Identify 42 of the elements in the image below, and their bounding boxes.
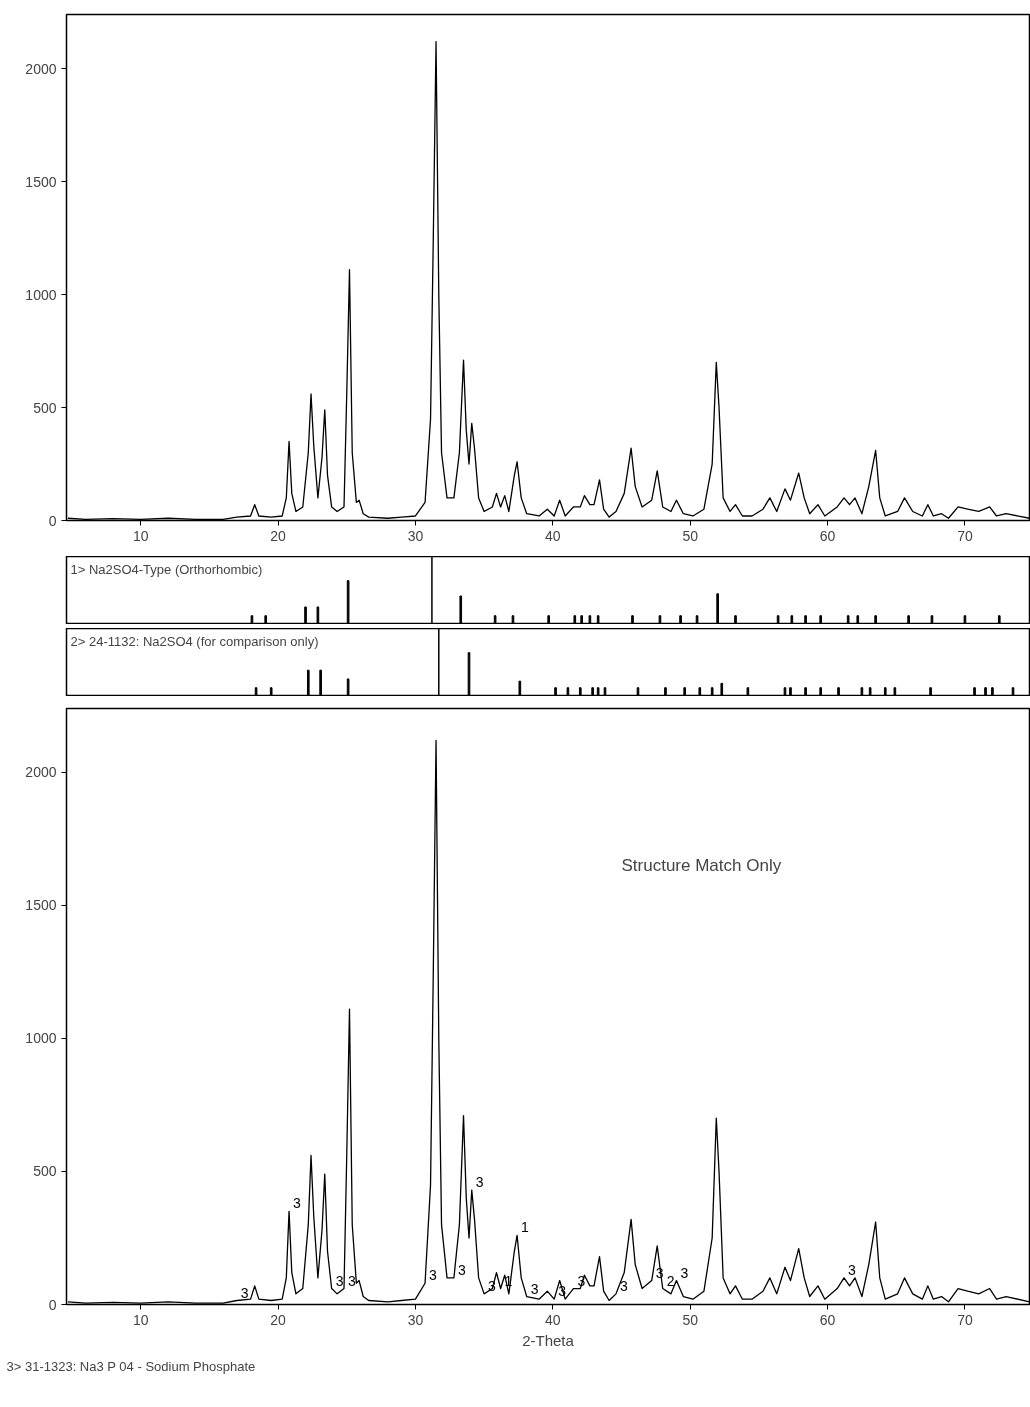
annotation: 3 xyxy=(680,1264,689,1281)
annotation: 3 xyxy=(348,1272,356,1289)
x-tick-label: 10 xyxy=(132,527,149,544)
y-tick-label: 0 xyxy=(48,512,57,529)
y-tick-label: 1500 xyxy=(25,897,57,914)
annotation: 3 xyxy=(530,1280,539,1297)
chart-title: 2> 24-1132: Na2SO4 (for comparison only) xyxy=(70,633,319,649)
y-tick-label: 500 xyxy=(33,1163,57,1180)
annotation: 3 xyxy=(475,1174,484,1191)
x-tick-label: 70 xyxy=(957,1311,973,1328)
x-tick-label: 50 xyxy=(682,527,699,544)
y-tick-label: 2000 xyxy=(25,764,57,781)
annotation: 3 xyxy=(457,1261,466,1278)
x-tick-label: 50 xyxy=(682,1311,699,1328)
x-tick-label: 60 xyxy=(819,1311,836,1328)
x-tick-label: 40 xyxy=(545,1311,561,1328)
x-tick-label: 30 xyxy=(407,527,424,544)
annotation: 3 xyxy=(335,1272,344,1289)
y-tick-label: 500 xyxy=(33,399,57,416)
annotation: 3 xyxy=(429,1267,438,1284)
y-tick-label: 1500 xyxy=(25,173,57,190)
x-tick-label: 70 xyxy=(957,527,973,544)
x-axis-title: 2-Theta xyxy=(522,1331,575,1349)
x-tick-label: 10 xyxy=(132,1311,149,1328)
annotation: 1 xyxy=(521,1219,530,1236)
annotation: 3 xyxy=(848,1261,857,1278)
chart-title: 1> Na2SO4-Type (Orthorhombic) xyxy=(70,561,263,577)
annotation: 3 xyxy=(240,1284,249,1301)
x-tick-label: 20 xyxy=(270,527,287,544)
x-tick-label: 40 xyxy=(545,527,561,544)
y-tick-label: 1000 xyxy=(25,1030,57,1047)
annotation: 2 xyxy=(666,1272,675,1289)
annotation: 3 xyxy=(293,1195,302,1212)
x-tick-label: 20 xyxy=(270,1311,287,1328)
annotation: 3 xyxy=(620,1277,628,1294)
y-tick-label: 1000 xyxy=(25,286,57,303)
x-tick-label: 60 xyxy=(819,527,836,544)
y-tick-label: 2000 xyxy=(25,60,57,77)
x-tick-label: 30 xyxy=(407,1311,424,1328)
y-tick-label: 0 xyxy=(48,1296,57,1313)
text: 3> 31-1323: Na3 P 04 - Sodium Phosphate xyxy=(6,1358,256,1374)
annotation: Structure Match Only xyxy=(621,855,782,875)
